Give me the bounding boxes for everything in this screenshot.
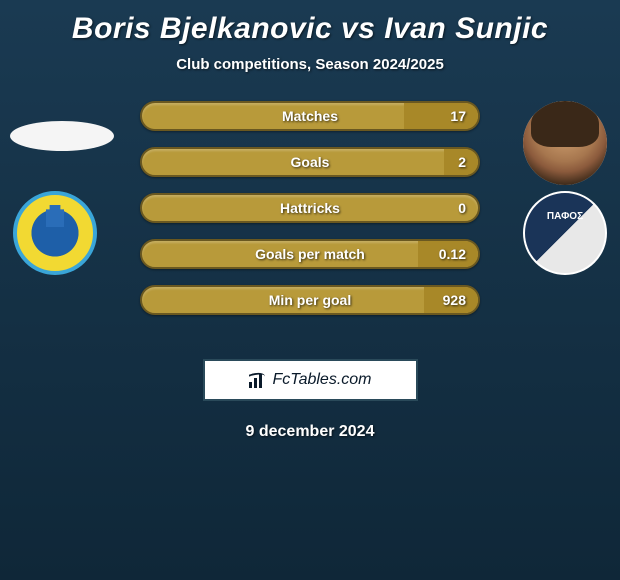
player-right-photo <box>523 101 607 185</box>
stat-row-goals: Goals 2 <box>140 147 480 177</box>
stat-row-hattricks: Hattricks 0 <box>140 193 480 223</box>
stat-label: Goals <box>291 154 330 170</box>
stat-label: Goals per match <box>255 246 365 262</box>
stat-row-matches: Matches 17 <box>140 101 480 131</box>
player-right-column <box>520 101 610 275</box>
page-title: Boris Bjelkanovic vs Ivan Sunjic <box>0 0 620 46</box>
stat-bars: Matches 17 Goals 2 Hattricks 0 Goals per… <box>140 101 480 315</box>
brand-text: FcTables.com <box>273 371 372 389</box>
stat-label: Matches <box>282 108 338 124</box>
stat-value-right: 0 <box>458 200 466 216</box>
date-label: 9 december 2024 <box>0 423 620 441</box>
stat-row-mpg: Min per goal 928 <box>140 285 480 315</box>
brand-box[interactable]: FcTables.com <box>203 359 418 401</box>
stat-value-right: 2 <box>458 154 466 170</box>
stat-row-gpm: Goals per match 0.12 <box>140 239 480 269</box>
player-left-club-logo <box>13 191 97 275</box>
player-left-photo <box>10 121 114 151</box>
page-subtitle: Club competitions, Season 2024/2025 <box>0 56 620 73</box>
stat-label: Min per goal <box>269 292 351 308</box>
stat-label: Hattricks <box>280 200 340 216</box>
stats-area: Matches 17 Goals 2 Hattricks 0 Goals per… <box>0 101 620 351</box>
brand-chart-icon <box>249 372 267 388</box>
stat-fill-right <box>404 103 478 129</box>
stat-value-right: 928 <box>443 292 466 308</box>
player-left-column <box>10 101 100 275</box>
player-right-club-logo <box>523 191 607 275</box>
stat-value-right: 0.12 <box>439 246 466 262</box>
stat-value-right: 17 <box>450 108 466 124</box>
